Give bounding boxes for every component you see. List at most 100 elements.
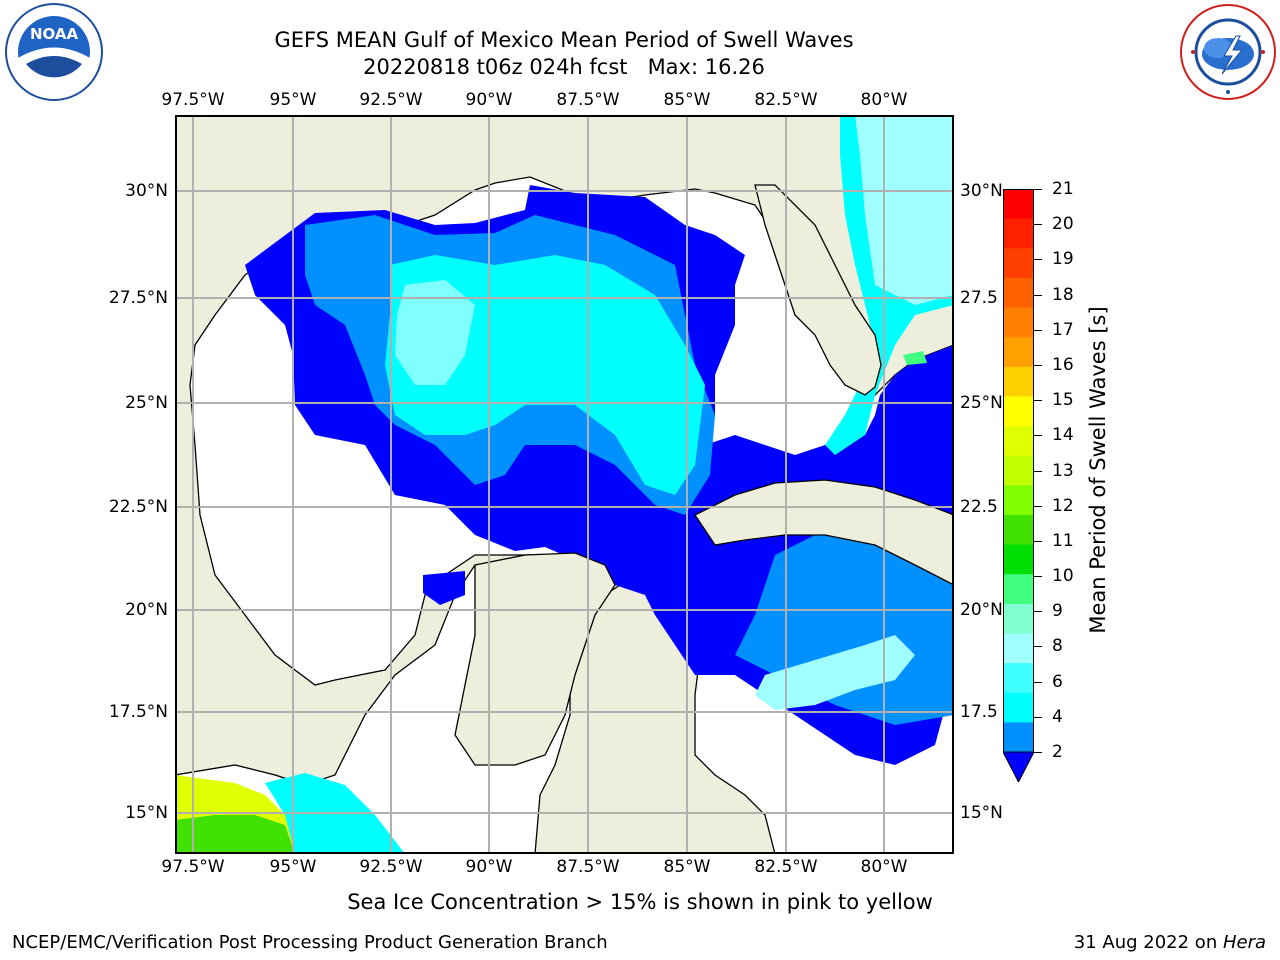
colorbar-segment <box>1003 248 1034 279</box>
colorbar-tick-mark <box>1034 400 1042 402</box>
colorbar-tick-mark <box>1034 646 1042 648</box>
colorbar-segment <box>1003 544 1034 575</box>
colorbar-segment <box>1003 396 1034 427</box>
colorbar-segment <box>1003 514 1034 546</box>
swell-field-8-9s-caribbean <box>755 635 915 710</box>
lon-label-top: 90°W <box>465 90 513 110</box>
graticule <box>175 115 954 854</box>
colorbar-tick-label: 11 <box>1052 530 1074 551</box>
colorbar-segment <box>1003 189 1034 220</box>
colorbar-tick-mark <box>1034 540 1042 542</box>
colorbar-tick-mark <box>1034 505 1042 507</box>
lon-label-bottom: 82.5°W <box>754 857 818 877</box>
colorbar-tick-mark <box>1034 576 1042 578</box>
lon-label-top: 80°W <box>860 90 908 110</box>
colorbar-tick-label: 21 <box>1052 179 1074 199</box>
colorbar <box>1002 189 1035 784</box>
swell-field-9-10s-patch <box>903 351 927 365</box>
lat-label-right: 27.5 <box>960 288 998 308</box>
colorbar-segment <box>1003 722 1034 753</box>
colorbar-segment <box>1003 692 1034 723</box>
swell-field-bay-of-campeche <box>423 571 465 605</box>
lat-label-right: 15°N <box>960 803 1003 823</box>
colorbar-tick-label: 14 <box>1052 425 1074 446</box>
colorbar-tick-label: 8 <box>1052 636 1063 657</box>
chart-subtitle: 20220818 t06z 024h fcst Max: 16.26 <box>0 54 1128 80</box>
lon-label-top: 82.5°W <box>754 90 818 110</box>
lat-label-left: 27.5°N <box>108 288 168 308</box>
lat-label-right: 17.5 <box>960 702 998 722</box>
lon-label-top: 92.5°W <box>359 90 423 110</box>
lat-label-left: 15°N <box>125 803 168 823</box>
colorbar-segment <box>1003 574 1034 605</box>
lat-label-left: 20°N <box>125 600 168 620</box>
colorbar-tick-mark <box>1034 294 1042 296</box>
colorbar-tick-label: 6 <box>1052 671 1063 692</box>
colorbar-segment <box>1003 603 1034 634</box>
lon-label-top: 87.5°W <box>556 90 620 110</box>
lon-label-bottom: 85°W <box>663 857 711 877</box>
swell-field-8-9s <box>395 280 475 385</box>
lon-label-top: 85°W <box>663 90 711 110</box>
colorbar-tick-label: 20 <box>1052 214 1074 235</box>
footer-date-text: 31 Aug 2022 on <box>1073 932 1223 953</box>
nws-logo <box>1178 2 1278 106</box>
colorbar-segment <box>1003 218 1034 249</box>
colorbar-tick-label: 4 <box>1052 706 1063 727</box>
colorbar-frame <box>1003 189 1034 752</box>
lat-label-right: 25°N <box>960 393 1003 413</box>
colorbar-tick-mark <box>1034 716 1042 718</box>
colorbar-tick-label: 2 <box>1052 742 1063 762</box>
lon-label-bottom: 80°W <box>860 857 908 877</box>
colorbar-tick-label: 9 <box>1052 601 1063 622</box>
lon-label-bottom: 92.5°W <box>359 857 423 877</box>
colorbar-under-arrow <box>1002 751 1035 784</box>
footer-date: 31 Aug 2022 on Hera <box>1074 932 1266 953</box>
colorbar-svg <box>1002 189 1035 784</box>
lon-label-bottom: 87.5°W <box>556 857 620 877</box>
colorbar-segment <box>1003 633 1034 664</box>
colorbar-segment <box>1003 455 1034 486</box>
lon-label-bottom: 97.5°W <box>161 857 225 877</box>
forecast-run: 20220818 t06z 024h fcst <box>363 55 628 79</box>
colorbar-segment <box>1003 485 1034 516</box>
colorbar-segment <box>1003 307 1034 338</box>
colorbar-tick-label: 15 <box>1052 390 1074 411</box>
colorbar-segment <box>1003 366 1034 397</box>
lat-label-left: 22.5°N <box>108 497 168 517</box>
sea-ice-note: Sea Ice Concentration > 15% is shown in … <box>347 890 933 914</box>
map-border <box>175 115 954 854</box>
colorbar-tick-mark <box>1034 752 1042 753</box>
colorbar-tick-mark <box>1034 364 1042 366</box>
colorbar-tick-mark <box>1034 259 1042 261</box>
colorbar-segment <box>1003 663 1034 694</box>
colorbar-tick-label: 12 <box>1052 495 1074 516</box>
noaa-logo-text: NOAA <box>30 25 79 43</box>
footer-branch: NCEP/EMC/Verification Post Processing Pr… <box>12 932 608 953</box>
colorbar-tick-mark <box>1034 189 1042 190</box>
noaa-logo: NOAA <box>4 2 104 106</box>
colorbar-tick-label: 16 <box>1052 354 1074 375</box>
swell-field-tehuantepec-green <box>175 815 295 854</box>
colorbar-tick-mark <box>1034 329 1042 331</box>
colorbar-tick-label: 10 <box>1052 566 1074 587</box>
colorbar-tick-label: 17 <box>1052 319 1074 340</box>
lon-label-top: 95°W <box>269 90 317 110</box>
colorbar-tick-label: 18 <box>1052 284 1074 305</box>
lat-label-right: 30°N <box>960 181 1003 201</box>
lon-label-bottom: 90°W <box>465 857 513 877</box>
colorbar-tick-mark <box>1034 435 1042 437</box>
colorbar-segment <box>1003 277 1034 309</box>
chart-title: GEFS MEAN Gulf of Mexico Mean Period of … <box>274 28 854 52</box>
lat-label-left: 25°N <box>125 393 168 413</box>
max-value: Max: 16.26 <box>647 55 765 79</box>
map-canvas <box>175 115 954 854</box>
lon-label-top: 97.5°W <box>161 90 225 110</box>
map-panel <box>175 115 954 854</box>
lat-label-right: 22.5 <box>960 497 998 517</box>
lat-label-left: 30°N <box>125 181 168 201</box>
colorbar-tick-mark <box>1034 681 1042 683</box>
colorbar-label: Mean Period of Swell Waves [s] <box>1086 306 1110 634</box>
swell-field-8-9s-east <box>855 115 954 305</box>
lon-label-bottom: 95°W <box>269 857 317 877</box>
